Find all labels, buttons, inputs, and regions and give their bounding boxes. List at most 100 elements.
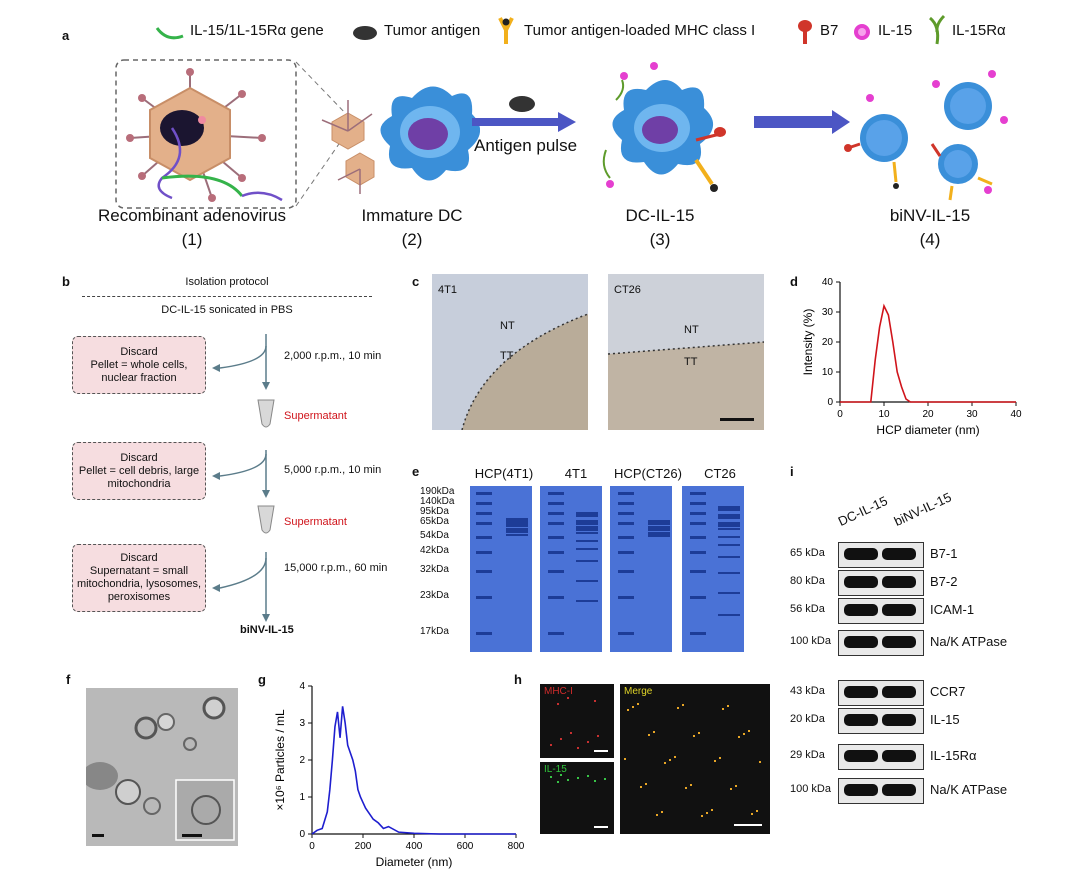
fluorescence-dot <box>645 783 647 785</box>
wb-band <box>882 636 916 648</box>
ladder-band <box>690 512 706 515</box>
sample-band <box>718 536 740 538</box>
fluorescence-dot <box>682 704 684 706</box>
fluorescence-dot <box>693 735 695 737</box>
fluorescence-dot <box>714 760 716 762</box>
wb-protein-name: ICAM-1 <box>930 602 975 617</box>
spin-3: 15,000 r.p.m., 60 min <box>284 562 388 574</box>
label-merge: Merge <box>624 686 653 697</box>
ladder-band <box>690 632 706 635</box>
binv-il15-illustration <box>844 70 1008 201</box>
fluorescence-dot <box>587 775 589 777</box>
ladder-band <box>618 522 634 525</box>
fluorescence-dot <box>722 708 724 710</box>
fluorescence-dot <box>730 788 732 790</box>
sample-band <box>506 534 528 536</box>
tem-image <box>86 688 238 846</box>
ladder-band <box>548 536 564 539</box>
wb-band <box>882 548 916 560</box>
fluorescence-dot <box>701 815 703 817</box>
step4-num: (4) <box>919 230 941 249</box>
dls-x-label: HCP diameter (nm) <box>876 423 979 437</box>
ladder-band <box>548 551 564 554</box>
ladder-band <box>548 502 564 505</box>
sample-band <box>576 548 598 550</box>
discard-box-2: Discard Pellet = cell debris, large mito… <box>72 442 206 500</box>
fluorescence-dot <box>751 813 753 815</box>
discard-title-3: Discard <box>120 552 158 564</box>
antigen-pulse-label: Antigen pulse <box>474 136 578 155</box>
label-mhc: MHC-I <box>544 686 573 697</box>
sample-band <box>576 600 598 602</box>
legend-il15: IL-15 <box>878 22 913 39</box>
b7-legend-icon <box>798 20 812 44</box>
column-dc-il15: DC-IL-15 <box>835 493 890 529</box>
sample-band <box>576 580 598 582</box>
fluorescence-dot <box>653 731 655 733</box>
ladder-band <box>476 551 492 554</box>
protocol-title: Isolation protocol <box>185 276 269 288</box>
supernatant-1: Supermatant <box>284 410 347 422</box>
protocol-result: biNV-IL-15 <box>240 624 294 636</box>
fluorescence-dot <box>674 756 676 758</box>
ihc-images <box>432 274 765 430</box>
dls-x-tick-label: 0 <box>837 409 843 420</box>
ladder-band <box>690 570 706 573</box>
fluorescence-dot <box>594 700 596 702</box>
wb-band <box>882 686 916 698</box>
lane-ct26: CT26 <box>704 466 736 481</box>
wb-band <box>882 750 916 762</box>
ihc-nt-4t1: NT <box>500 320 515 332</box>
ihc-nt-ct26: NT <box>684 324 699 336</box>
fluorescence-dot <box>640 786 642 788</box>
ladder-band <box>476 502 492 505</box>
ladder-band <box>548 492 564 495</box>
dls-y-tick-label: 30 <box>822 307 834 318</box>
marker-label: 140kDa <box>420 496 455 507</box>
nta-x-tick-label: 600 <box>457 841 474 852</box>
micro-merge <box>620 684 770 834</box>
ladder-band <box>476 596 492 599</box>
antigen-pulse-arrow <box>472 96 576 132</box>
ladder-band <box>476 570 492 573</box>
wb-protein-name: Na/K ATPase <box>930 634 1008 649</box>
column-binv-il15: biNV-IL-15 <box>891 489 954 529</box>
ladder-band <box>618 632 634 635</box>
fluorescence-dot <box>567 779 569 781</box>
wb-protein-name: B7-2 <box>930 574 958 589</box>
wb-band <box>844 750 878 762</box>
marker-label: 190kDa <box>420 486 455 497</box>
step2-num: (2) <box>401 230 423 249</box>
il15ra-legend-icon <box>928 14 946 45</box>
ladder-band <box>548 632 564 635</box>
marker-label: 54kDa <box>420 530 449 541</box>
ladder-band <box>476 536 492 539</box>
gel-hcp-ct26 <box>610 486 672 652</box>
legend-antigen: Tumor antigen <box>384 22 481 39</box>
ladder-band <box>690 492 706 495</box>
wb-kda-label: 20 kDa <box>790 713 825 725</box>
dls-x-tick-label: 20 <box>922 409 934 420</box>
marker-label: 17kDa <box>420 626 449 637</box>
ladder-band <box>476 512 492 515</box>
wb-band <box>844 784 878 796</box>
protocol-divider <box>82 296 372 297</box>
discard-text-1: Pellet = whole cells, nuclear fraction <box>90 358 188 384</box>
sample-band <box>718 572 740 574</box>
micro-il15 <box>540 762 614 834</box>
fluorescence-dot <box>738 736 740 738</box>
sample-band <box>576 540 598 542</box>
sample-band <box>576 526 598 531</box>
nta-y-label: ×10⁶ Particles / mL <box>273 709 287 811</box>
discard-box-1: Discard Pellet = whole cells, nuclear fr… <box>72 336 206 394</box>
step4-name: biNV-IL-15 <box>889 206 971 225</box>
ladder-band <box>618 502 634 505</box>
gene-legend-icon <box>155 27 184 40</box>
supernatant-2: Supermatant <box>284 516 347 528</box>
sample-band <box>648 532 670 537</box>
sample-band <box>718 614 740 616</box>
ladder-band <box>690 551 706 554</box>
fluorescence-dot <box>550 776 552 778</box>
marker-label: 23kDa <box>420 590 449 601</box>
dls-y-tick-label: 0 <box>827 397 833 408</box>
